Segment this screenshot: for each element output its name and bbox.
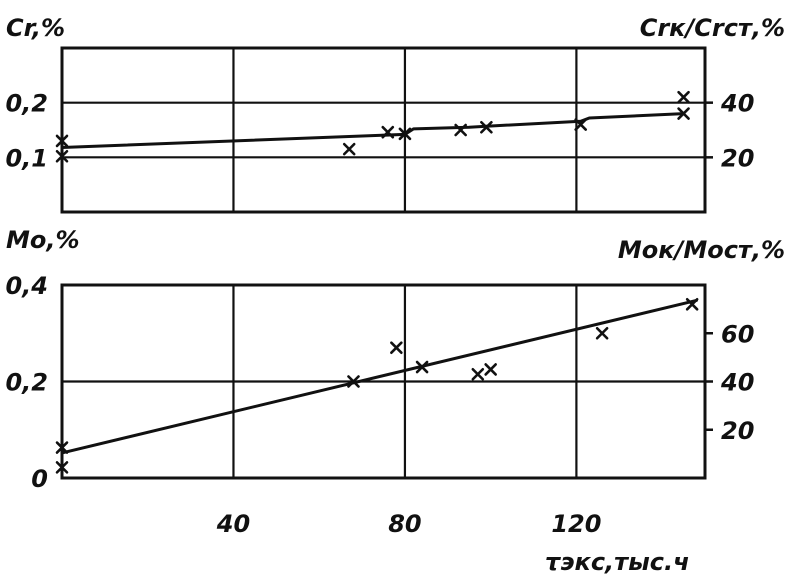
marker-stroke [55, 461, 69, 474]
data-point-marker [574, 118, 587, 131]
marker-stroke [484, 363, 497, 376]
right-tick-label: 40 [720, 369, 754, 397]
data-point-marker [55, 441, 69, 454]
marker-stroke [55, 441, 69, 454]
data-point-marker [480, 120, 493, 134]
marker-stroke [381, 125, 395, 139]
marker-stroke [398, 127, 412, 141]
data-point-marker [398, 127, 412, 141]
data-point-marker [677, 107, 690, 120]
data-point-marker [415, 360, 429, 374]
x-tick-label: 80 [388, 510, 421, 538]
top-left-axis-label: Cr,% [6, 14, 65, 42]
data-point-marker [685, 297, 699, 311]
marker-stroke [677, 90, 690, 104]
data-point-marker [390, 341, 403, 355]
data-point-marker [595, 326, 609, 340]
data-point-marker [342, 142, 356, 156]
y-tick-label: 0,4 [5, 272, 48, 300]
plot-frame [60, 46, 707, 214]
bottom-left-axis-label: Mo,% [6, 226, 80, 254]
data-point-marker [381, 125, 395, 139]
data-point-marker [484, 363, 497, 376]
marker-stroke [55, 134, 69, 148]
y-tick-label: 0,2 [5, 90, 48, 118]
marker-stroke [347, 375, 360, 388]
data-point-marker [55, 149, 69, 163]
y-tick-label: 0,2 [5, 369, 48, 397]
x-axis-title: τэкс,тыс.ч [545, 548, 690, 576]
data-point-marker [55, 134, 69, 148]
bottom-right-axis-label: Moк/Moст,% [618, 236, 785, 264]
right-tick-label: 60 [721, 320, 754, 348]
marker-stroke [454, 123, 467, 137]
marker-stroke [685, 297, 699, 311]
x-tick-label: 40 [216, 510, 250, 538]
trend-line [60, 112, 686, 149]
marker-stroke [390, 341, 403, 355]
y-tick-label: 0 [31, 465, 48, 493]
data-point-marker [55, 461, 69, 474]
right-tick-label: 20 [721, 144, 754, 172]
data-point-marker [454, 123, 467, 137]
marker-stroke [574, 118, 587, 131]
marker-stroke [595, 326, 609, 340]
marker-stroke [471, 367, 485, 381]
marker-stroke [677, 107, 690, 120]
marker-stroke [480, 120, 493, 134]
right-tick-label: 20 [721, 417, 754, 445]
y-tick-label: 0,1 [5, 144, 48, 172]
data-point-marker [471, 367, 485, 381]
marker-stroke [55, 149, 69, 163]
top-right-axis-label: Crк/Crст,% [640, 14, 785, 42]
marker-stroke [342, 142, 356, 156]
molybdenum-panel: 0 0,2 0,4 20 40 60 40 80 120 [5, 272, 754, 538]
trend-line [60, 298, 698, 455]
marker-stroke [415, 360, 429, 374]
x-tick-label: 120 [551, 510, 601, 538]
data-point-marker [677, 90, 690, 104]
chromium-panel: 0,1 0,2 20 40 [5, 46, 754, 214]
data-point-marker [347, 375, 360, 388]
right-tick-label: 40 [720, 90, 754, 118]
